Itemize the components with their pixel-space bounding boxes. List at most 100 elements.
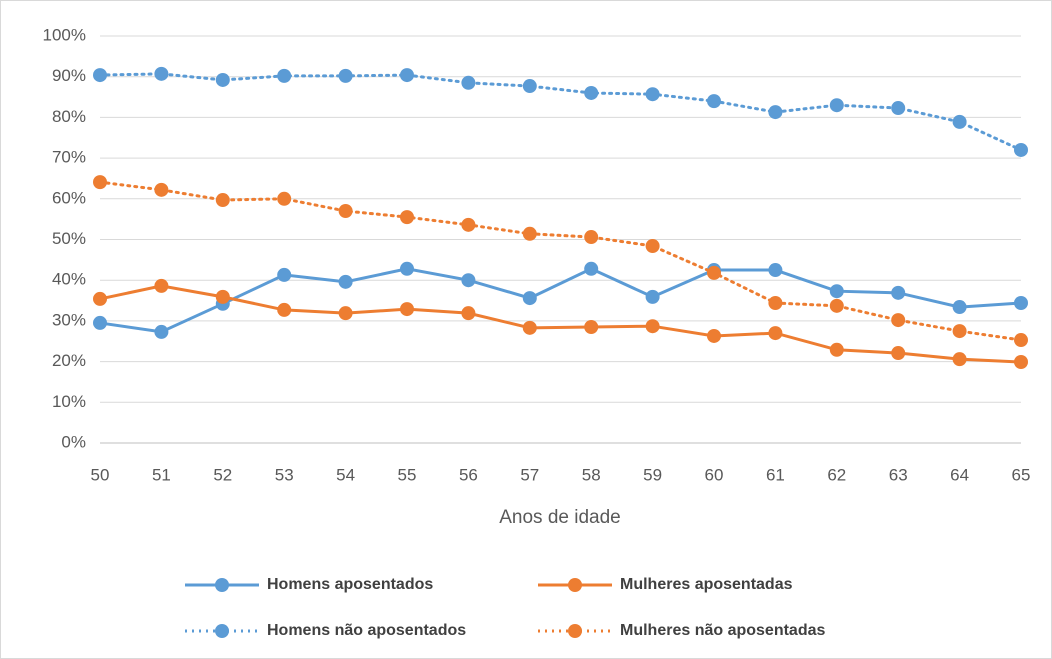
series-line [98, 180, 1023, 342]
marker [584, 261, 599, 276]
legend-marker [215, 624, 229, 638]
marker [1014, 355, 1028, 370]
marker [707, 94, 721, 109]
marker [768, 105, 783, 120]
y-tick-label: 40% [52, 270, 86, 289]
x-tick-label: 56 [459, 465, 478, 484]
marker [829, 98, 844, 113]
marker [277, 302, 292, 317]
marker [461, 273, 476, 288]
marker [891, 313, 906, 328]
legend-label: Homens não aposentados [267, 622, 466, 639]
marker [277, 191, 292, 206]
marker [400, 302, 414, 317]
x-tick-label: 65 [1012, 465, 1031, 484]
marker [215, 72, 230, 87]
marker [215, 289, 230, 304]
legend-label: Homens aposentados [267, 576, 433, 593]
legend-marker [215, 578, 229, 592]
marker [707, 265, 721, 280]
marker [154, 324, 169, 339]
marker [952, 324, 967, 339]
marker [93, 291, 107, 306]
legend-label: Mulheres aposentadas [620, 576, 793, 593]
y-tick-label: 100% [43, 25, 86, 44]
marker [645, 87, 660, 102]
y-tick-label: 60% [52, 188, 86, 207]
marker [461, 217, 476, 232]
series-line [98, 284, 1023, 364]
series-line [98, 72, 1023, 152]
x-tick-label: 52 [213, 465, 232, 484]
marker [338, 204, 353, 219]
marker [952, 300, 967, 315]
marker [93, 175, 107, 190]
marker [768, 295, 783, 310]
marker [400, 210, 414, 225]
x-tick-label: 63 [889, 465, 908, 484]
marker [584, 230, 599, 245]
marker [645, 289, 660, 304]
marker [768, 263, 783, 278]
marker [154, 182, 169, 197]
marker [891, 346, 906, 361]
y-tick-label: 20% [52, 351, 86, 370]
marker [829, 284, 844, 299]
x-tick-label: 58 [582, 465, 601, 484]
marker [400, 261, 414, 276]
x-axis-label: Anos de idade [499, 507, 621, 528]
y-tick-label: 80% [52, 107, 86, 126]
marker [768, 326, 783, 341]
marker [645, 239, 660, 254]
x-tick-label: 62 [827, 465, 846, 484]
marker [277, 68, 292, 83]
marker [522, 291, 537, 306]
y-tick-label: 90% [52, 66, 86, 85]
x-tick-label: 59 [643, 465, 662, 484]
marker [584, 85, 599, 100]
x-tick-label: 55 [398, 465, 417, 484]
marker [338, 306, 353, 321]
marker [400, 68, 414, 83]
series-line [98, 267, 1023, 334]
marker [338, 68, 353, 83]
x-tick-label: 60 [705, 465, 724, 484]
marker [707, 328, 721, 343]
marker [154, 278, 169, 293]
y-tick-label: 30% [52, 310, 86, 329]
marker [829, 298, 844, 313]
x-tick-label: 54 [336, 465, 355, 484]
x-tick-label: 51 [152, 465, 171, 484]
x-tick-label: 57 [520, 465, 539, 484]
marker [215, 193, 230, 208]
marker [522, 79, 537, 94]
marker [1014, 333, 1028, 348]
legend-label: Mulheres não aposentadas [620, 622, 825, 639]
x-tick-label: 50 [91, 465, 110, 484]
y-tick-label: 50% [52, 229, 86, 248]
marker [154, 66, 169, 81]
marker [522, 226, 537, 241]
marker [522, 320, 537, 335]
marker [93, 315, 107, 330]
marker [461, 75, 476, 90]
marker [952, 114, 967, 129]
marker [1014, 295, 1028, 310]
marker [338, 274, 353, 289]
legend-marker [568, 624, 582, 638]
marker [1014, 142, 1028, 157]
marker [829, 342, 844, 357]
marker [277, 267, 292, 282]
marker [645, 319, 660, 334]
x-tick-label: 64 [950, 465, 969, 484]
marker [952, 352, 967, 367]
marker [891, 285, 906, 300]
y-tick-label: 70% [52, 148, 86, 167]
marker [584, 320, 599, 335]
marker [93, 68, 107, 83]
legend-marker [568, 578, 582, 592]
x-tick-label: 61 [766, 465, 785, 484]
y-tick-label: 10% [52, 392, 86, 411]
